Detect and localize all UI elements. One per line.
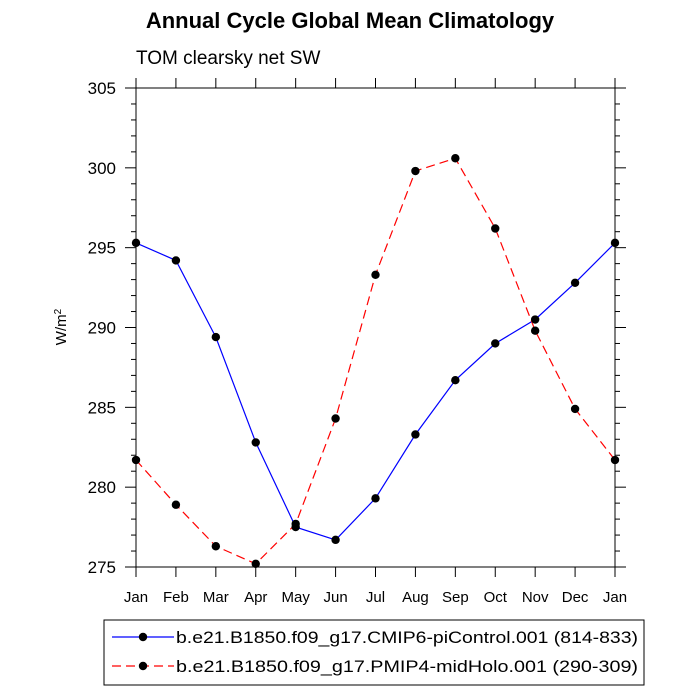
y-tick-label: 300 [88, 159, 116, 178]
data-point-series-1 [530, 315, 540, 324]
legend-marker-1 [138, 632, 148, 642]
x-tick-label: May [281, 589, 310, 606]
data-point-series-2 [291, 519, 300, 529]
data-point-series-2 [371, 270, 380, 280]
data-point-series-1 [171, 256, 181, 265]
data-point-series-1 [331, 535, 340, 545]
data-point-series-2 [610, 455, 620, 465]
x-tick-label: Jul [366, 589, 385, 606]
x-tick-label: Mar [203, 589, 229, 606]
x-tick-label: Oct [484, 589, 508, 606]
data-point-series-1 [570, 278, 580, 287]
x-tick-label: Jun [323, 589, 347, 606]
y-tick-label: 275 [88, 558, 116, 577]
legend-marker-2 [138, 661, 148, 671]
legend-box [103, 619, 645, 686]
data-point-series-2 [491, 224, 500, 233]
chart-subtitle: TOM clearsky net SW [136, 48, 321, 69]
data-point-series-2 [331, 414, 340, 423]
x-tick-label: Jan [124, 589, 148, 606]
y-tick-label: 290 [88, 319, 116, 338]
data-point-series-2 [570, 404, 580, 414]
y-tick-label: 280 [88, 478, 116, 497]
x-tick-label: Sep [442, 589, 469, 606]
x-tick-label: Aug [402, 589, 429, 606]
data-point-series-1 [411, 430, 420, 439]
data-point-series-2 [211, 542, 221, 551]
data-point-series-1 [251, 438, 260, 447]
data-point-series-2 [530, 326, 540, 335]
data-point-series-1 [131, 238, 141, 248]
data-point-series-1 [451, 375, 460, 385]
y-tick-label: 285 [88, 398, 116, 417]
x-tick-label: Nov [522, 589, 549, 606]
y-axis-label: W/m2 [53, 308, 71, 345]
data-point-series-2 [251, 559, 260, 569]
data-point-series-2 [411, 166, 420, 176]
data-point-series-2 [451, 154, 460, 163]
y-tick-label: 295 [88, 239, 116, 258]
data-point-series-1 [491, 339, 500, 348]
chart-title: Annual Cycle Global Mean Climatology [145, 8, 555, 33]
y-tick-label: 305 [88, 79, 116, 98]
data-point-series-1 [610, 238, 620, 248]
series-line-2 [135, 157, 616, 565]
data-point-series-2 [131, 455, 141, 465]
x-tick-label: Apr [244, 589, 267, 606]
data-point-series-2 [171, 500, 181, 509]
legend-label-2: b.e21.B1850.f09_g17.PMIP4-midHolo.001 (2… [176, 657, 638, 676]
data-point-series-1 [211, 332, 221, 342]
x-tick-label: Dec [562, 589, 589, 606]
x-tick-label: Jan [603, 589, 627, 606]
legend-label-1: b.e21.B1850.f09_g17.CMIP6-piControl.001 … [176, 628, 638, 647]
data-point-series-1 [371, 494, 380, 503]
x-tick-label: Feb [163, 589, 189, 606]
